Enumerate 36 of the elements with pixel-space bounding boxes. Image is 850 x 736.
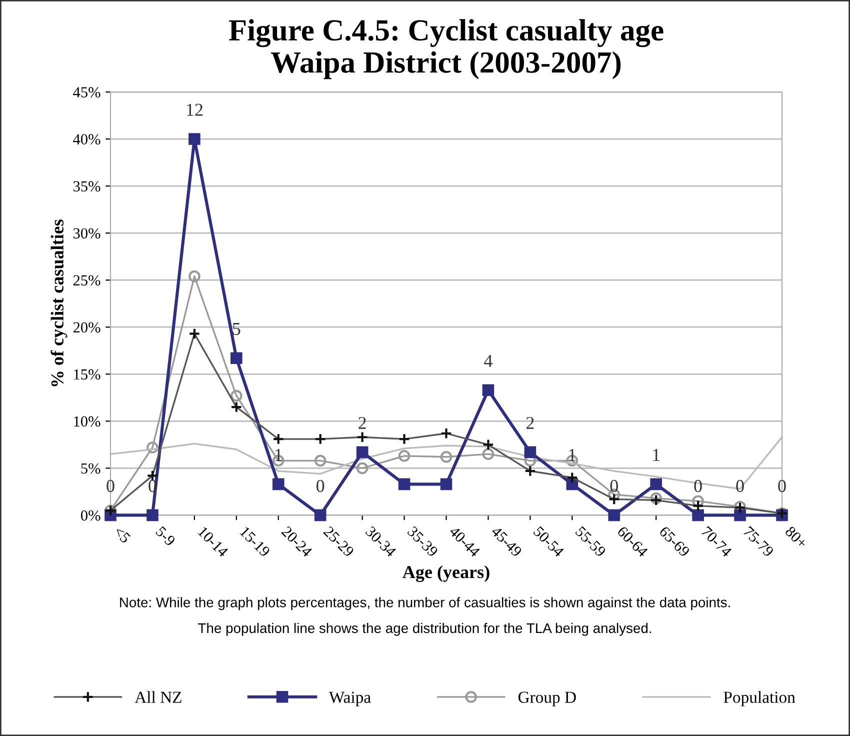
- y-tick-label: 45%: [73, 87, 100, 98]
- annotation: 0: [316, 480, 324, 492]
- y-tick-label: 20%: [73, 322, 100, 333]
- legend-label: Waipa: [328, 692, 371, 706]
- y-tick-label: 10%: [74, 416, 100, 427]
- legend-label: Group D: [518, 692, 576, 706]
- annotation: 1: [653, 448, 660, 461]
- text: Note: While the graph plots percentages, the number of casualties is shown against the data points.: [120, 597, 730, 610]
- annotation: 1: [275, 448, 282, 461]
- x-tick-label: <5: [113, 526, 131, 544]
- annotation: 0: [736, 480, 744, 492]
- x-tick-label: 5-9: [155, 526, 176, 546]
- y-tick-label: 25%: [73, 275, 100, 286]
- annotation: 12: [187, 104, 202, 116]
- y-axis-title: % of cyclist casualties: [50, 220, 68, 386]
- annotation: 2: [526, 416, 534, 429]
- annotation: 5: [232, 323, 240, 336]
- text: The population line shows the age distribution for the TLA being analysed.: [198, 622, 652, 636]
- annotation: 0: [778, 480, 786, 492]
- y-tick-label: 15%: [74, 369, 100, 380]
- annotation: 0: [610, 480, 618, 492]
- legend-label: All NZ: [134, 691, 182, 703]
- y-tick-label: 5%: [81, 463, 100, 474]
- x-tick-label: 80+: [784, 526, 808, 549]
- legend-label: Population: [724, 691, 796, 706]
- y-tick-label: 30%: [74, 228, 100, 239]
- annotation: 0: [106, 480, 114, 492]
- y-tick-label: 0%: [80, 510, 100, 521]
- x-axis-title: Age (years): [402, 565, 490, 582]
- y-tick-label: 40%: [73, 134, 100, 145]
- annotation: 0: [694, 480, 702, 492]
- annotation: 1: [569, 448, 576, 461]
- y-tick-label: 35%: [74, 181, 100, 192]
- chart-title: Figure C.4.5: Cyclist casualty age Waipa District (2003-2007): [228, 19, 664, 80]
- annotation: 2: [358, 416, 366, 429]
- annotation: 4: [484, 354, 492, 367]
